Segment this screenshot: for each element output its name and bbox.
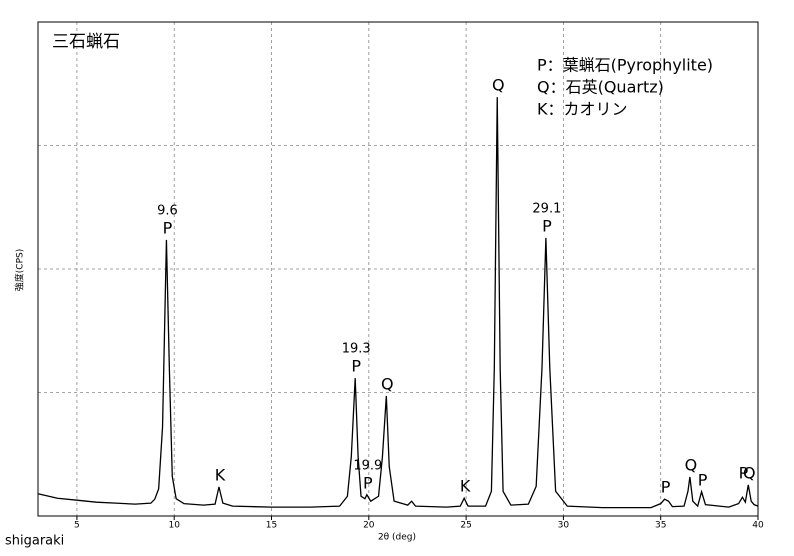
- peak-label: 29.1: [532, 201, 561, 216]
- x-tick-label: 25: [460, 521, 471, 531]
- legend-note: P：葉蝋石(Pyrophylite): [537, 56, 713, 75]
- plot-frame: [37, 21, 759, 517]
- peak-label: K: [215, 465, 226, 484]
- footer: shigaraki: [5, 534, 64, 549]
- peak-label: P: [661, 478, 671, 497]
- peak-label: 19.9: [353, 458, 382, 473]
- x-tick-label: 15: [266, 521, 277, 531]
- chart-title: 三石蝋石: [52, 32, 120, 52]
- peak-label: Q: [743, 463, 756, 482]
- peak-label: Q: [381, 374, 394, 393]
- spectrum-line: [37, 97, 759, 509]
- x-axis-label: 2θ (deg): [378, 533, 416, 543]
- x-tick-label: 30: [558, 521, 570, 531]
- peak-label: P: [739, 463, 749, 482]
- peak-label: P: [698, 470, 708, 489]
- x-tick-label: 5: [74, 521, 80, 531]
- peak-label: P: [542, 216, 552, 235]
- peak-label: P: [363, 473, 373, 492]
- peak-label: P: [351, 357, 361, 376]
- x-tick-label: 10: [168, 521, 180, 531]
- peak-label: 19.3: [342, 342, 371, 357]
- x-tick-label: 20: [363, 521, 375, 531]
- y-axis-label: 強度(CPS): [14, 249, 26, 291]
- legend-note: Q：石英(Quartz): [537, 78, 664, 97]
- peak-label: P: [163, 218, 173, 237]
- legend-note: K：カオリン: [537, 100, 628, 119]
- peak-label: Q: [685, 455, 698, 474]
- x-tick-label: 40: [752, 521, 764, 531]
- peak-label: Q: [492, 76, 505, 95]
- peak-label: K: [460, 477, 471, 496]
- peak-label: 9.6: [157, 203, 178, 218]
- x-tick-label: 35: [655, 521, 666, 531]
